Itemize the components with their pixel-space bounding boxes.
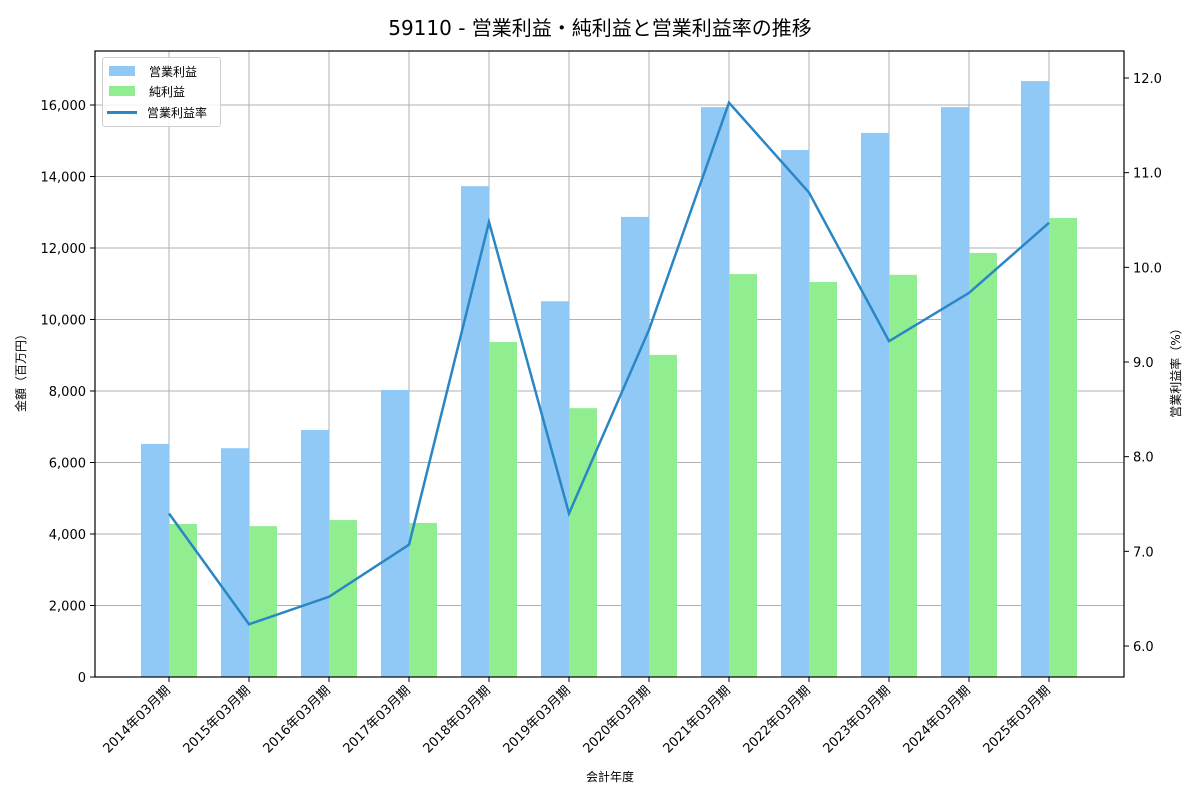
x-tick-label: 2023年03月期 xyxy=(821,683,894,756)
left-tick-label: 2,000 xyxy=(49,600,86,615)
legend-item-net-profit: 純利益 xyxy=(109,83,185,99)
bar-operating-profit xyxy=(141,443,169,677)
plot-frame xyxy=(94,50,1125,678)
y-axis-right-label: 営業利益率（%） xyxy=(1168,322,1183,417)
x-tick-label: 2018年03月期 xyxy=(421,683,494,756)
chart-title: 59110 - 営業利益・純利益と営業利益率の推移 xyxy=(388,16,812,40)
bar-operating-profit xyxy=(541,301,569,677)
right-tick-label: 12.0 xyxy=(1133,72,1162,87)
y-axis-left-label: 金額（百万円） xyxy=(13,328,28,412)
x-tick-label: 2016年03月期 xyxy=(261,683,334,756)
bar-operating-profit xyxy=(301,429,329,677)
right-tick-label: 10.0 xyxy=(1133,261,1162,276)
x-tick-label: 2021年03月期 xyxy=(661,683,734,756)
bar-operating-profit xyxy=(221,448,249,677)
right-tick-label: 8.0 xyxy=(1133,451,1154,466)
bar-operating-profit xyxy=(381,389,409,677)
left-tick-label: 12,000 xyxy=(41,242,87,257)
bar-operating-profit xyxy=(861,132,889,677)
left-tick-label: 4,000 xyxy=(49,528,86,543)
line-operating-margin xyxy=(167,100,1050,626)
bar-operating-profit xyxy=(701,107,729,677)
right-tick-label: 9.0 xyxy=(1133,356,1154,371)
bar-operating-profit xyxy=(941,107,969,677)
left-tick-label: 8,000 xyxy=(49,385,86,400)
bar-net-profit xyxy=(569,408,597,677)
x-tick-label: 2022年03月期 xyxy=(741,683,814,756)
legend-label: 純利益 xyxy=(149,84,186,99)
x-tick-label: 2015年03月期 xyxy=(181,683,254,756)
legend-line-operating-margin-icon xyxy=(107,110,137,114)
right-tick-label: 11.0 xyxy=(1133,167,1162,182)
left-tick-label: 0 xyxy=(78,671,86,686)
bar-operating-profit xyxy=(461,186,489,677)
legend-label: 営業利益 xyxy=(149,64,198,79)
x-tick-label: 2025年03月期 xyxy=(981,683,1054,756)
left-tick-label: 16,000 xyxy=(41,99,87,114)
right-tick-label: 6.0 xyxy=(1133,640,1154,655)
bar-net-profit xyxy=(969,253,997,677)
legend: 営業利益 純利益 営業利益率 xyxy=(102,57,221,127)
bar-operating-profit xyxy=(621,216,649,677)
bar-net-profit xyxy=(329,520,357,677)
bar-net-profit xyxy=(889,274,917,677)
left-tick-label: 10,000 xyxy=(41,314,87,329)
bar-net-profit xyxy=(409,522,437,677)
legend-label: 営業利益率 xyxy=(147,105,208,120)
x-tick-label: 2024年03月期 xyxy=(901,683,974,756)
left-tick-label: 6,000 xyxy=(49,457,86,472)
bar-net-profit xyxy=(249,526,277,677)
x-tick-label: 2014年03月期 xyxy=(101,683,174,756)
bar-net-profit xyxy=(809,281,837,677)
x-tick-label: 2019年03月期 xyxy=(501,683,574,756)
bar-net-profit xyxy=(729,274,757,677)
x-tick-label: 2017年03月期 xyxy=(341,683,414,756)
legend-item-operating-margin: 営業利益率 xyxy=(107,104,208,120)
bar-net-profit xyxy=(169,523,197,677)
legend-swatch-operating-profit-icon xyxy=(109,66,135,76)
legend-swatch-net-profit-icon xyxy=(109,86,135,96)
bar-net-profit xyxy=(1049,217,1077,677)
bar-operating-profit xyxy=(781,150,809,678)
bar-net-profit xyxy=(649,354,677,677)
left-tick-label: 14,000 xyxy=(41,171,87,186)
x-axis-label: 会計年度 xyxy=(586,769,634,784)
x-tick-label: 2020年03月期 xyxy=(581,683,654,756)
bar-net-profit xyxy=(489,342,517,677)
legend-item-operating-profit: 営業利益 xyxy=(109,63,197,79)
right-tick-label: 7.0 xyxy=(1133,545,1154,560)
bar-operating-profit xyxy=(1021,81,1049,678)
